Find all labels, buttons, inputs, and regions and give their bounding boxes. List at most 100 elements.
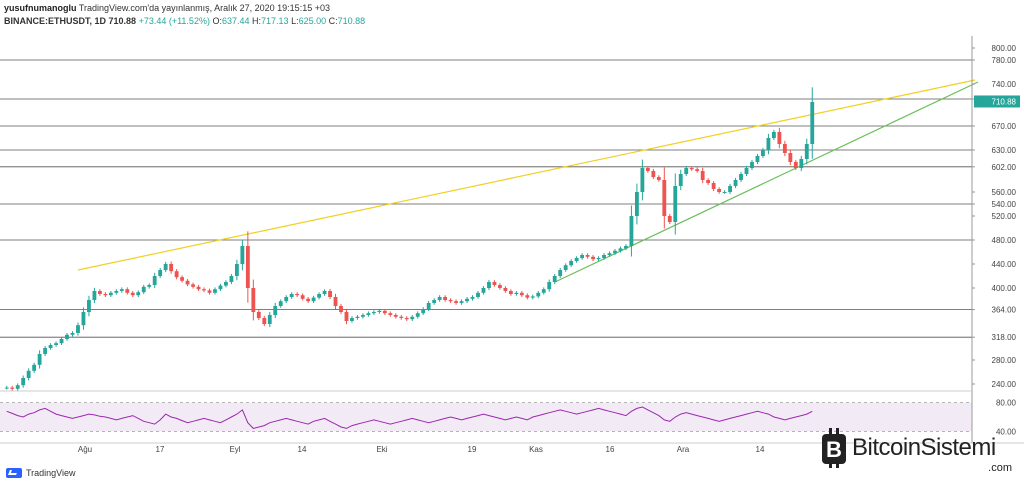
time-tick-label: Kas: [529, 445, 543, 454]
candle-body: [240, 246, 245, 264]
time-axis: Ağu 17 Eyl 14 Eki 19 Kas 16 Ara 14: [78, 445, 765, 454]
candle-body: [591, 256, 595, 260]
candle-body: [273, 306, 278, 315]
chart-header: yusufnumanoglu TradingView.com'da yayınl…: [4, 2, 365, 28]
candle-body: [339, 306, 343, 312]
brand-domain: .com: [988, 462, 1012, 474]
change-value: +73.44 (+11.52%): [138, 16, 210, 26]
candle-body: [213, 289, 217, 293]
candle-body: [569, 261, 574, 266]
candle-body: [733, 180, 738, 186]
time-tick-label: 19: [468, 445, 477, 454]
symbol-info[interactable]: BINANCE:ETHUSDT, 1D 710.88: [4, 16, 137, 26]
candle-body: [328, 291, 332, 297]
candle-body: [640, 168, 645, 192]
time-tick-label: 14: [298, 445, 307, 454]
candle-body: [470, 297, 475, 299]
candle-body: [229, 276, 234, 282]
candle-body: [700, 171, 705, 180]
candle-body: [399, 316, 404, 318]
author-name[interactable]: yusufnumanoglu: [4, 3, 77, 13]
candle-body: [481, 288, 486, 293]
candle-body: [114, 291, 119, 293]
candle-body: [234, 264, 239, 276]
candle-body: [136, 292, 141, 296]
svg-text:B: B: [826, 437, 842, 462]
candle-body: [525, 295, 530, 298]
candle-body: [174, 271, 179, 278]
price-tick-label: 520.00: [992, 212, 1017, 221]
candle-body: [766, 138, 771, 150]
candle-body: [10, 387, 15, 389]
candle-body: [810, 102, 815, 144]
candle-body: [108, 292, 113, 296]
lower-trend-line: [554, 81, 979, 283]
candle-body: [163, 264, 168, 270]
high-label: H:: [252, 16, 262, 26]
candle-body: [262, 318, 267, 324]
bitcoin-logo-icon: B: [822, 428, 846, 468]
candle-body: [629, 216, 634, 246]
high-value: 717.13: [261, 16, 289, 26]
candle-body: [371, 312, 376, 314]
candle-body: [119, 289, 124, 291]
candle-body: [306, 298, 311, 302]
time-tick-label: 17: [156, 445, 165, 454]
candle-body: [563, 265, 568, 270]
candle-body: [552, 276, 557, 282]
candle-body: [492, 282, 497, 285]
watermark-brand: B BitcoinSistemi: [820, 428, 996, 468]
candle-body: [267, 315, 272, 324]
candlestick-series: [4, 87, 815, 391]
candle-body: [771, 132, 776, 138]
candle-body: [432, 300, 437, 303]
price-tick-label: 280.00: [992, 356, 1017, 365]
header-line-1: yusufnumanoglu TradingView.com'da yayınl…: [4, 2, 365, 15]
candle-body: [497, 285, 502, 288]
candle-body: [81, 312, 86, 326]
time-tick-label: 14: [756, 445, 765, 454]
candle-body: [454, 301, 458, 303]
rsi-tick-label: 40.00: [996, 427, 1017, 436]
candle-body: [103, 294, 108, 296]
candle-body: [667, 216, 672, 222]
candle-body: [459, 301, 464, 303]
candle-body: [580, 255, 585, 258]
candle-body: [355, 316, 360, 318]
candle-body: [782, 144, 787, 153]
price-tick-label: 780.00: [992, 56, 1017, 65]
time-tick-label: 16: [606, 445, 615, 454]
last-price-badge: [974, 95, 1020, 108]
price-tick-label: 670.00: [992, 122, 1017, 131]
candle-body: [503, 288, 508, 291]
tradingview-footer[interactable]: TradingView: [6, 468, 76, 478]
candle-body: [322, 291, 327, 294]
candle-body: [202, 289, 206, 291]
candle-body: [673, 186, 678, 222]
candle-body: [421, 309, 426, 314]
rsi-line: [6, 406, 813, 429]
candle-body: [711, 183, 716, 189]
candle-body: [536, 292, 541, 297]
close-label: C:: [328, 16, 338, 26]
candle-body: [180, 277, 185, 281]
candle-body: [317, 294, 322, 298]
brand-name: BitcoinSistemi: [852, 434, 996, 461]
candle-body: [21, 378, 26, 386]
candle-body: [377, 310, 382, 312]
candle-body: [596, 258, 601, 260]
tradingview-logo-text: TradingView: [26, 468, 76, 478]
time-tick-label: Ağu: [78, 445, 92, 454]
candle-body: [487, 282, 491, 288]
candle-body: [558, 270, 563, 276]
candle-body: [92, 291, 97, 300]
candle-body: [125, 289, 130, 293]
price-tick-label: 560.00: [992, 188, 1017, 197]
candle-body: [443, 297, 448, 300]
candle-body: [191, 284, 195, 287]
price-axis: 800.00780.00740.00715.00670.00630.00602.…: [972, 44, 1020, 389]
close-value: 710.88: [337, 16, 366, 26]
candle-body: [607, 253, 612, 255]
candle-body: [147, 285, 152, 287]
